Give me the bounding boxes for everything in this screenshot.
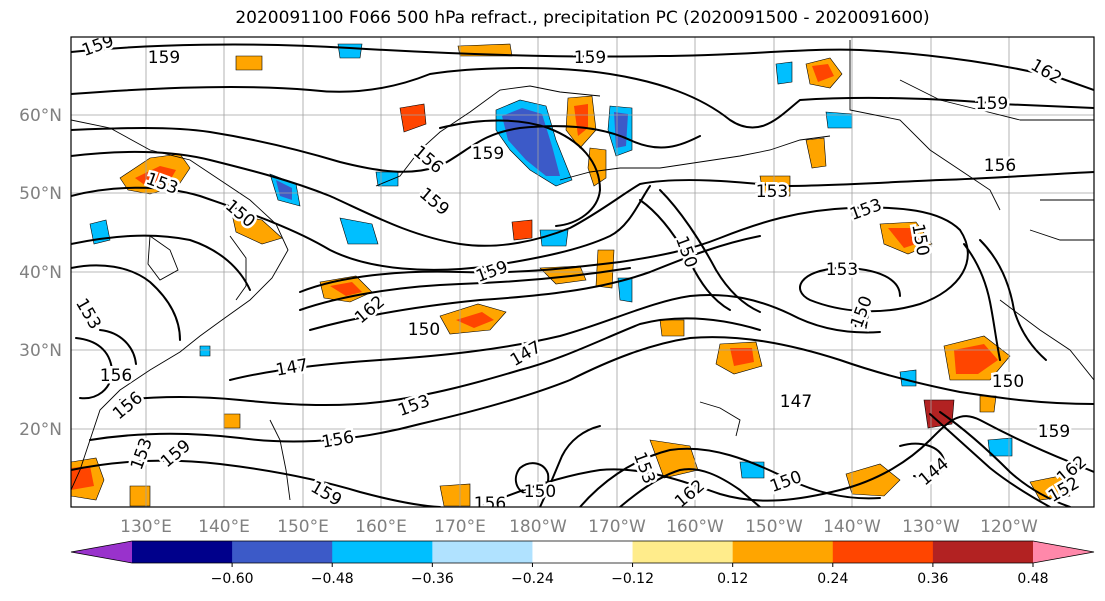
contour-label: 150 bbox=[524, 482, 556, 502]
colorbar-segment bbox=[832, 541, 934, 563]
colorbar-segment bbox=[332, 541, 433, 563]
colorbar-segment bbox=[932, 541, 1034, 563]
lon-label: 160°E bbox=[355, 517, 407, 537]
colorbar-segment bbox=[432, 541, 533, 563]
refractivity-contours bbox=[71, 43, 1094, 507]
latitude-labels: 60°N 50°N 40°N 30°N 20°N bbox=[19, 106, 62, 440]
contour-label: 159 bbox=[472, 144, 504, 164]
lon-label: 130°E bbox=[120, 517, 172, 537]
colorbar-tick-label: −0.60 bbox=[211, 571, 254, 587]
lon-label: 170°W bbox=[588, 517, 646, 537]
colorbar-tick-label: 0.48 bbox=[1017, 571, 1048, 587]
lat-label: 40°N bbox=[19, 263, 62, 283]
colorbar-tick-label: −0.24 bbox=[511, 571, 554, 587]
colorbar-segment bbox=[132, 541, 233, 563]
graticule bbox=[71, 37, 1094, 507]
lon-label: 140°W bbox=[823, 517, 881, 537]
colorbar-tick-label: 0.12 bbox=[717, 571, 748, 587]
contour-label: 159 bbox=[574, 48, 606, 68]
contour-label: 159 bbox=[976, 94, 1008, 114]
contour-label: 156 bbox=[984, 156, 1016, 176]
contour-label: 150 bbox=[992, 372, 1024, 392]
coastlines bbox=[71, 40, 1094, 501]
contour-label: 159 bbox=[148, 48, 180, 68]
map-title: 2020091100 F066 500 hPa refract., precip… bbox=[235, 8, 930, 28]
colorbar-segment bbox=[632, 541, 734, 563]
lon-label: 160°W bbox=[666, 517, 724, 537]
colorbar-extend-high bbox=[1033, 541, 1094, 563]
colorbar-extend-low bbox=[71, 541, 132, 563]
longitude-labels: 130°E 140°E 150°E 160°E 170°E 180°W 170°… bbox=[120, 517, 1038, 537]
contour-label: 159 bbox=[1038, 422, 1070, 442]
colorbar-tick-label: 0.24 bbox=[817, 571, 848, 587]
contour-label: 153 bbox=[826, 260, 858, 280]
colorbar-outline bbox=[70, 540, 1095, 564]
colorbar: −0.60 −0.48 −0.36 −0.24 −0.12 0.12 0.24 0.36 0.4… bbox=[70, 540, 1095, 587]
lon-label: 150°W bbox=[745, 517, 803, 537]
lon-label: 170°E bbox=[434, 517, 486, 537]
colorbar-segment bbox=[532, 541, 634, 563]
lon-label: 140°E bbox=[198, 517, 250, 537]
contour-label: 153 bbox=[756, 182, 788, 202]
colorbar-tick-label: −0.12 bbox=[611, 571, 654, 587]
lat-label: 30°N bbox=[19, 341, 62, 361]
contour-label: 156 bbox=[100, 366, 132, 386]
contour-label: 156 bbox=[474, 494, 506, 514]
lon-label: 150°E bbox=[277, 517, 329, 537]
precip-positive-shading bbox=[71, 43, 1071, 507]
colorbar-tick-label: −0.36 bbox=[411, 571, 454, 587]
map-frame bbox=[70, 36, 1095, 508]
lat-label: 60°N bbox=[19, 106, 62, 126]
colorbar-segment bbox=[732, 541, 834, 563]
lon-label: 180°W bbox=[509, 517, 567, 537]
contour-label: 147 bbox=[780, 392, 812, 412]
colorbar-tick-label: −0.48 bbox=[311, 571, 354, 587]
colorbar-tick-label: 0.36 bbox=[917, 571, 948, 587]
lat-label: 50°N bbox=[19, 184, 62, 204]
colorbar-segment bbox=[232, 541, 333, 563]
lon-label: 120°W bbox=[980, 517, 1038, 537]
lon-label: 130°W bbox=[902, 517, 960, 537]
contour-label: 150 bbox=[408, 320, 440, 340]
lat-label: 20°N bbox=[19, 420, 62, 440]
